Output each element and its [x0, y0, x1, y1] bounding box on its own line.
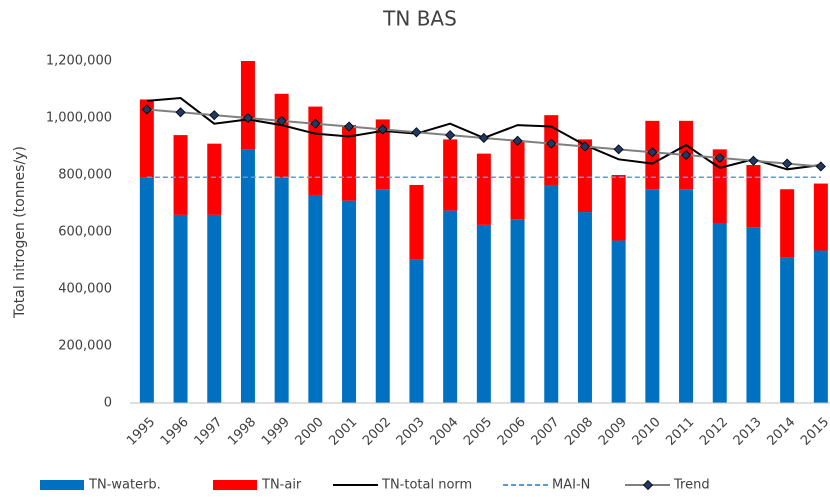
x-tick-label: 1996	[158, 415, 192, 449]
marker	[478, 132, 489, 144]
legend-label: TN-air	[261, 478, 302, 493]
x-tick-label: 1998	[225, 415, 259, 449]
x-tick-label: 2000	[293, 415, 327, 449]
bar	[409, 184, 424, 260]
legend-swatch	[213, 480, 257, 490]
y-tick-label: 0	[104, 396, 112, 411]
marker	[714, 152, 725, 163]
legend-label: TN-total norm	[381, 478, 472, 493]
marker	[411, 127, 422, 138]
x-tick-label: 2007	[529, 415, 563, 449]
bar	[544, 184, 559, 403]
marker	[141, 104, 152, 115]
x-tick-label: 2006	[495, 415, 529, 449]
bar	[476, 224, 491, 403]
bar	[780, 189, 795, 258]
x-tick-label: 2004	[427, 415, 461, 449]
bar	[746, 165, 761, 228]
marker	[377, 124, 388, 135]
bar	[139, 99, 154, 178]
bar	[274, 177, 289, 403]
chart-title: TN BAS	[382, 7, 457, 31]
bar	[240, 61, 255, 150]
bar	[375, 119, 390, 190]
bar	[780, 257, 795, 403]
bar	[173, 135, 188, 215]
bar	[207, 143, 222, 215]
bar	[375, 189, 390, 403]
bar	[274, 93, 289, 178]
marker	[242, 112, 254, 124]
marker	[310, 118, 321, 129]
x-tick-label: 2002	[360, 415, 394, 449]
legend-label: MAI-N	[552, 478, 590, 493]
marker	[175, 107, 186, 118]
bar	[813, 183, 828, 251]
marker	[209, 110, 220, 121]
legend-label: TN-waterb.	[88, 478, 161, 493]
bar	[409, 259, 424, 403]
bar	[746, 227, 761, 403]
x-tick-label: 2015	[798, 415, 830, 449]
marker	[343, 121, 355, 132]
bar	[342, 200, 357, 403]
marker	[276, 115, 287, 126]
bar	[207, 214, 222, 403]
bar	[577, 212, 592, 403]
bar	[240, 149, 255, 403]
bar	[443, 210, 458, 403]
marker	[546, 138, 557, 149]
bar	[510, 140, 525, 220]
x-tick-label: 2008	[562, 415, 596, 449]
x-tick-label: 2001	[326, 415, 360, 449]
bar	[679, 189, 694, 403]
x-tick-label: 2012	[697, 415, 731, 449]
bar	[173, 214, 188, 403]
bar	[712, 223, 727, 403]
x-tick-label: 2010	[630, 415, 664, 449]
x-tick-label: 1995	[124, 415, 158, 449]
x-tick-label: 2011	[663, 415, 697, 449]
marker	[445, 130, 456, 141]
marker	[613, 144, 624, 155]
y-tick-label: 600,000	[58, 225, 112, 240]
y-tick-label: 1,200,000	[46, 54, 112, 69]
marker	[748, 155, 759, 166]
legend-label: Trend	[673, 478, 710, 493]
bar	[308, 106, 323, 195]
marker	[579, 141, 591, 152]
x-tick-label: 2013	[731, 415, 765, 449]
y-tick-label: 400,000	[58, 282, 112, 297]
x-tick-label: 2005	[461, 415, 495, 449]
bar	[308, 194, 323, 403]
x-tick-label: 2009	[596, 415, 630, 449]
marker	[512, 135, 523, 146]
legend-marker	[642, 479, 654, 491]
x-tick-label: 2003	[394, 415, 428, 449]
x-tick-label: 1999	[259, 415, 293, 449]
bar	[342, 125, 357, 201]
bar	[611, 175, 626, 241]
x-tick-label: 2014	[764, 415, 798, 449]
y-tick-label: 200,000	[58, 339, 112, 354]
bar	[577, 139, 592, 213]
legend-swatch	[40, 480, 84, 490]
y-tick-label: 1,000,000	[46, 111, 112, 126]
y-axis-label: Total nitrogen (tonnes/y)	[12, 146, 28, 319]
bar	[544, 115, 559, 185]
bar	[510, 219, 525, 403]
bar	[611, 240, 626, 403]
bar	[443, 139, 458, 211]
bar	[645, 189, 660, 403]
marker	[647, 147, 658, 158]
x-tick-label: 1997	[192, 415, 226, 449]
marker	[815, 161, 826, 172]
bar	[476, 153, 491, 225]
marker	[782, 158, 793, 169]
marker	[680, 149, 692, 161]
bar	[139, 177, 154, 403]
bar	[813, 250, 828, 403]
y-tick-label: 800,000	[58, 168, 112, 183]
